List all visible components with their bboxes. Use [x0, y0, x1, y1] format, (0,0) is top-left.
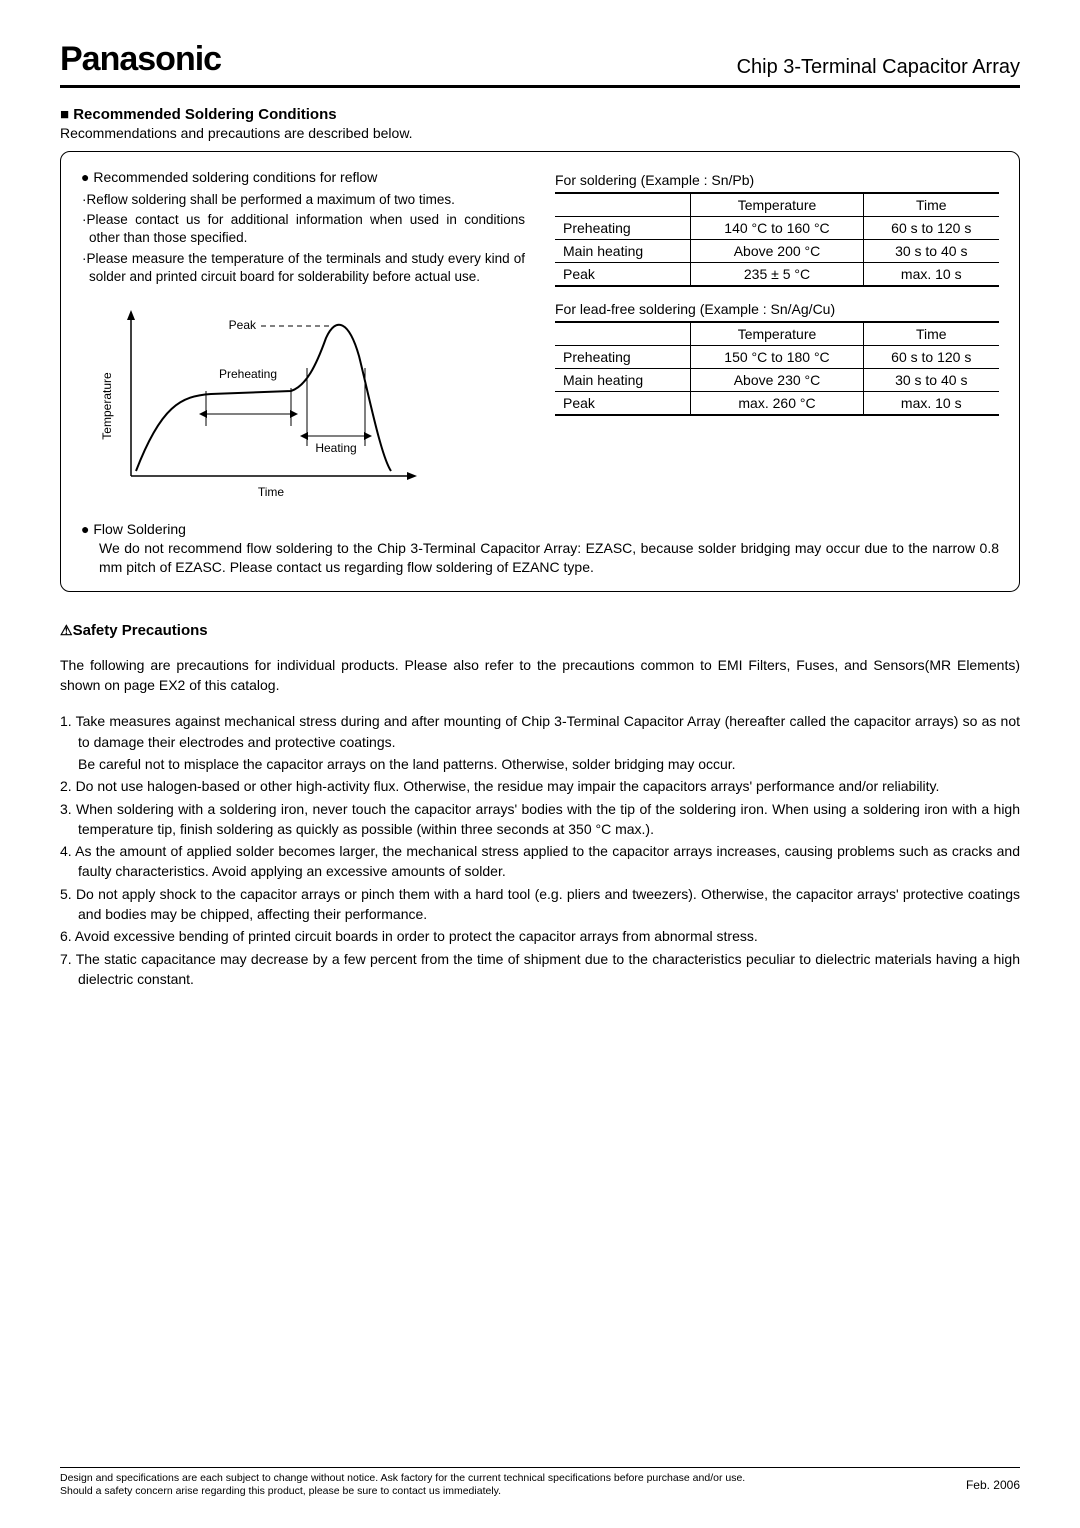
- soldering-heading: ■ Recommended Soldering Conditions: [60, 106, 1020, 123]
- cell: Main heating: [555, 240, 691, 263]
- safety-item: 4. As the amount of applied solder becom…: [60, 841, 1020, 882]
- th-temp: Temperature: [691, 322, 863, 346]
- cell: Above 200 °C: [691, 240, 863, 263]
- table1-title: For soldering (Example : Sn/Pb): [555, 172, 999, 188]
- safety-intro: The following are precautions for indivi…: [60, 655, 1020, 696]
- cell: 30 s to 40 s: [863, 369, 999, 392]
- table2-title: For lead-free soldering (Example : Sn/Ag…: [555, 301, 999, 317]
- safety-heading-text: Safety Precautions: [73, 622, 208, 639]
- soldering-right-col: For soldering (Example : Sn/Pb) Temperat…: [555, 168, 999, 511]
- cell: 60 s to 120 s: [863, 217, 999, 240]
- cell: max. 10 s: [863, 392, 999, 416]
- safety-item: 6. Avoid excessive bending of printed ci…: [60, 926, 1020, 946]
- safety-item: Be careful not to misplace the capacitor…: [60, 754, 1020, 774]
- cell: Preheating: [555, 217, 691, 240]
- soldering-box: ● Recommended soldering conditions for r…: [60, 151, 1020, 592]
- cell: 30 s to 40 s: [863, 240, 999, 263]
- th-temp: Temperature: [691, 193, 863, 217]
- cell: 235 ± 5 °C: [691, 263, 863, 287]
- safety-heading: ⚠Safety Precautions: [60, 622, 1020, 639]
- diagram-ylabel: Temperature: [100, 372, 114, 440]
- safety-item: 1. Take measures against mechanical stre…: [60, 711, 1020, 752]
- document-title: Chip 3-Terminal Capacitor Array: [737, 56, 1020, 79]
- diagram-peak-label: Peak: [229, 318, 257, 332]
- warning-icon: ⚠: [60, 622, 73, 638]
- diagram-preheat-label: Preheating: [219, 367, 277, 381]
- footer-line: Should a safety concern arise regarding …: [60, 1485, 745, 1498]
- cell: Preheating: [555, 346, 691, 369]
- reflow-note: ·Reflow soldering shall be performed a m…: [81, 191, 525, 209]
- safety-item: 3. When soldering with a soldering iron,…: [60, 799, 1020, 840]
- cell: 150 °C to 180 °C: [691, 346, 863, 369]
- diagram-heating-label: Heating: [315, 441, 356, 455]
- footer-line: Design and specifications are each subje…: [60, 1472, 745, 1485]
- cell: Above 230 °C: [691, 369, 863, 392]
- solder-table-snpb: Temperature Time Preheating140 °C to 160…: [555, 192, 999, 287]
- page-footer: Design and specifications are each subje…: [60, 1467, 1020, 1498]
- th-time: Time: [863, 193, 999, 217]
- cell: Main heating: [555, 369, 691, 392]
- cell: max. 260 °C: [691, 392, 863, 416]
- soldering-left-col: ● Recommended soldering conditions for r…: [81, 168, 525, 511]
- cell: 140 °C to 160 °C: [691, 217, 863, 240]
- reflow-note: ·Please contact us for additional inform…: [81, 211, 525, 247]
- footer-date: Feb. 2006: [966, 1472, 1020, 1492]
- cell: max. 10 s: [863, 263, 999, 287]
- header-bar: Panasonic Chip 3-Terminal Capacitor Arra…: [60, 40, 1020, 88]
- solder-table-leadfree: Temperature Time Preheating150 °C to 180…: [555, 321, 999, 416]
- safety-item: 2. Do not use halogen-based or other hig…: [60, 776, 1020, 796]
- reflow-bullet: ● Recommended soldering conditions for r…: [81, 168, 525, 187]
- cell: 60 s to 120 s: [863, 346, 999, 369]
- reflow-profile-diagram: Temperature Time Peak P: [91, 296, 431, 506]
- soldering-subheading: Recommendations and precautions are desc…: [60, 125, 1020, 141]
- flow-soldering-heading: ● Flow Soldering: [81, 521, 999, 537]
- cell: Peak: [555, 263, 691, 287]
- safety-item: 7. The static capacitance may decrease b…: [60, 949, 1020, 990]
- flow-soldering-body: We do not recommend flow soldering to th…: [81, 539, 999, 577]
- th-time: Time: [863, 322, 999, 346]
- diagram-xlabel: Time: [258, 485, 285, 499]
- safety-list: 1. Take measures against mechanical stre…: [60, 711, 1020, 989]
- cell: Peak: [555, 392, 691, 416]
- reflow-note: ·Please measure the temperature of the t…: [81, 250, 525, 286]
- brand-logo: Panasonic: [60, 40, 221, 79]
- safety-item: 5. Do not apply shock to the capacitor a…: [60, 884, 1020, 925]
